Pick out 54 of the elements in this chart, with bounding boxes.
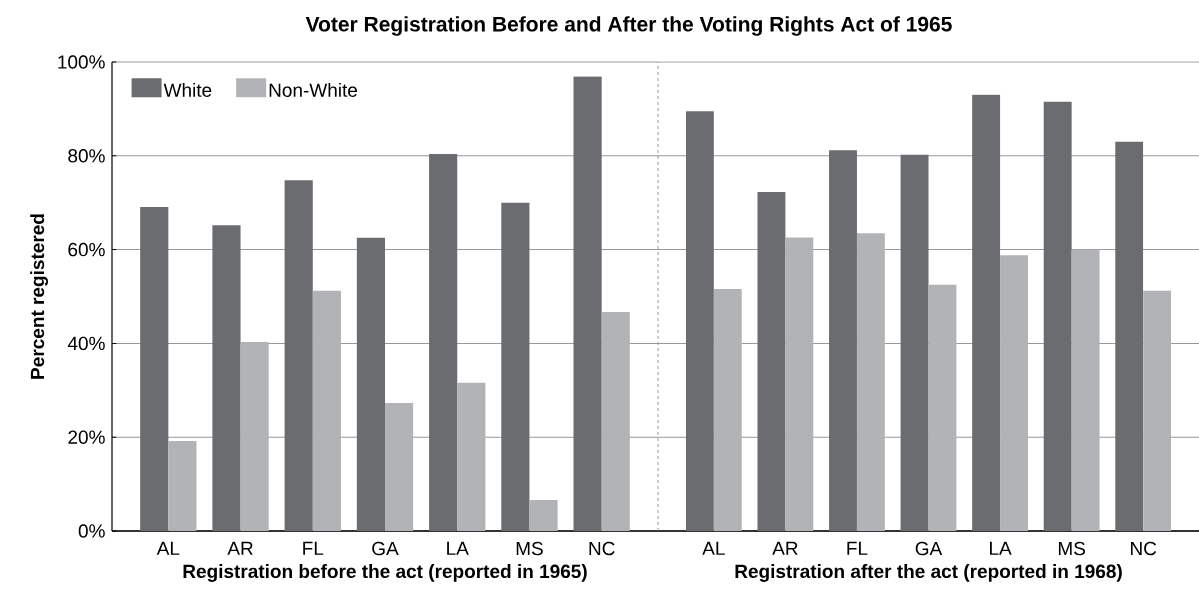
- bar: [1043, 101, 1072, 531]
- y-tick-label: 40%: [67, 336, 105, 351]
- bar: [785, 237, 814, 531]
- x-axis-title: Registration before the act (reported in 1965): [183, 564, 587, 582]
- bar: [1115, 141, 1144, 531]
- legend-label: Non-White: [269, 82, 358, 97]
- bar: [856, 233, 885, 531]
- bar: [457, 382, 486, 531]
- x-tick-label: GA: [915, 541, 943, 556]
- bar: [900, 154, 929, 531]
- bar: [928, 284, 957, 531]
- bar: [168, 440, 197, 531]
- x-tick-label: LA: [990, 541, 1012, 555]
- y-tick-label: 80%: [68, 149, 105, 163]
- bar: [713, 288, 742, 531]
- bar: [501, 202, 530, 531]
- bar: [240, 341, 269, 531]
- bar: [1071, 249, 1100, 531]
- x-tick-label: AR: [227, 541, 253, 555]
- x-tick-label: AR: [772, 541, 798, 555]
- x-tick-label: FL: [303, 541, 324, 555]
- bar: [1143, 290, 1172, 531]
- x-tick-label: NC: [1131, 541, 1157, 556]
- x-tick-label: FL: [847, 541, 868, 555]
- y-tick-label: 60%: [68, 242, 105, 257]
- bar: [601, 311, 630, 531]
- bar: [529, 500, 558, 531]
- y-axis-title: Percent registered: [30, 214, 49, 379]
- y-tick-label: 100%: [58, 55, 105, 69]
- bar: [356, 237, 386, 531]
- y-tick-label: 20%: [68, 430, 105, 444]
- y-tick-label: 0%: [78, 524, 105, 538]
- bar: [573, 76, 602, 531]
- bar: [429, 153, 458, 531]
- bar: [140, 206, 169, 531]
- x-tick-label: LA: [447, 541, 469, 555]
- bar: [284, 180, 313, 531]
- x-tick-label: AL: [156, 541, 180, 555]
- legend-label: White: [163, 82, 212, 97]
- chart-title: Voter Registration Before and After the Voting Rights Act of 1965: [305, 16, 952, 36]
- bar: [212, 225, 241, 531]
- bar: [685, 111, 714, 531]
- x-axis-title: Registration after the act (reported in 1968): [735, 564, 1122, 582]
- bar: [385, 402, 414, 531]
- x-tick-label: AL: [702, 541, 725, 555]
- x-tick-label: GA: [372, 541, 399, 556]
- bar: [972, 94, 1001, 531]
- bar: [829, 150, 857, 531]
- bar: [757, 191, 786, 531]
- bar: [1000, 255, 1028, 531]
- x-tick-label: MS: [516, 541, 543, 556]
- x-tick-label: MS: [1058, 541, 1085, 556]
- x-tick-label: NC: [589, 541, 615, 556]
- bar: [312, 290, 341, 531]
